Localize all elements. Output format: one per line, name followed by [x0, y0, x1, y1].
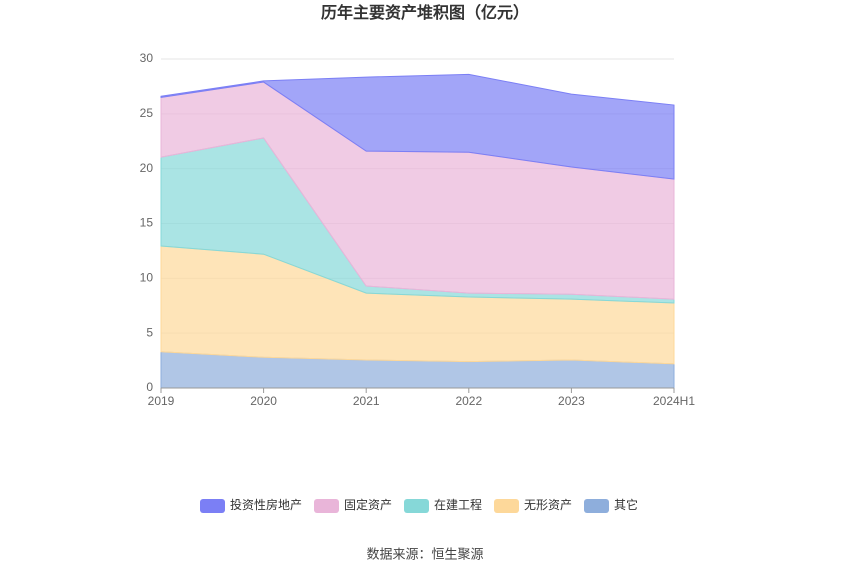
x-tick-label: 2022 — [455, 394, 482, 408]
y-tick-label: 10 — [140, 271, 154, 285]
legend-label: 其它 — [614, 497, 638, 512]
source: 数据来源：恒生聚源 — [366, 546, 483, 561]
x-tick-label: 2020 — [250, 394, 277, 408]
y-tick-label: 25 — [140, 106, 154, 120]
chart-title: 历年主要资产堆积图（亿元） — [321, 3, 529, 22]
y-tick-label: 0 — [146, 380, 153, 394]
x-tick-label: 2023 — [558, 394, 585, 408]
legend-label: 固定资产 — [344, 497, 392, 512]
legend-label: 无形资产 — [524, 498, 572, 512]
x-tick-label: 2019 — [148, 394, 175, 408]
legend-label: 在建工程 — [434, 497, 482, 512]
area — [160, 73, 675, 180]
legend-swatch — [314, 499, 339, 513]
y-tick-label: 30 — [140, 51, 154, 65]
x-tick-label: 2024H1 — [653, 394, 695, 408]
legend-swatch — [200, 499, 225, 513]
y-tick-label: 15 — [140, 216, 154, 230]
legend-label: 投资性房地产 — [230, 497, 302, 512]
y-tick-label: 20 — [140, 161, 154, 175]
x-tick-label: 2021 — [353, 394, 380, 408]
y-tick-label: 5 — [146, 325, 153, 339]
legend-swatch — [494, 499, 519, 513]
legend-swatch — [404, 499, 429, 513]
legend-swatch — [584, 499, 609, 513]
